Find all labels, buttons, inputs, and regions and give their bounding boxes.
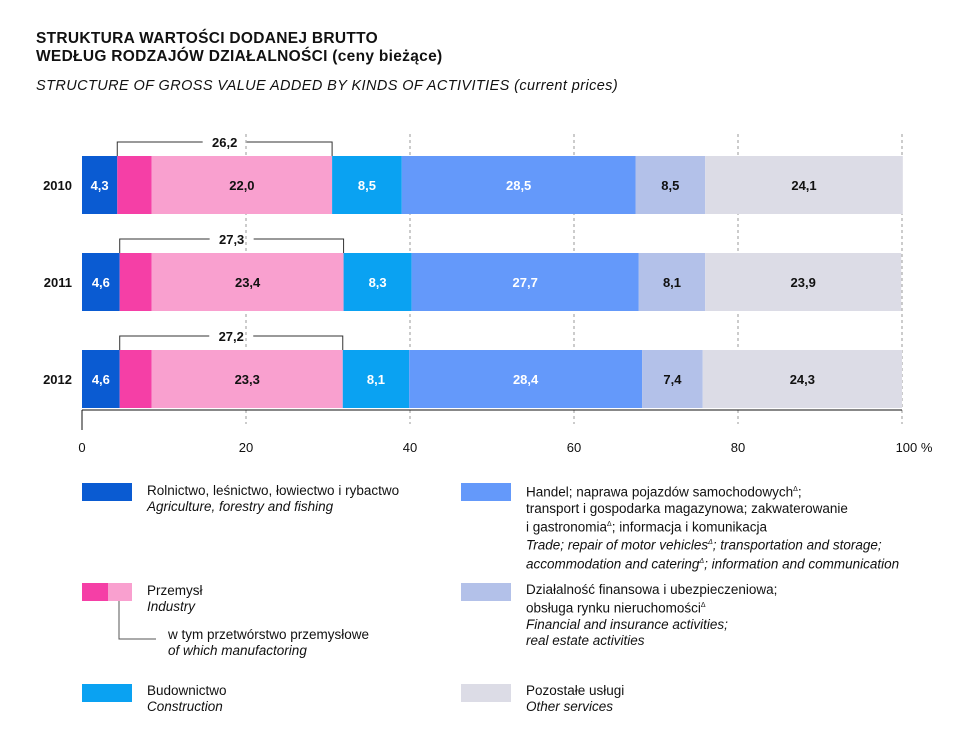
- legend-label-construction-en: Construction: [147, 699, 223, 714]
- legend-item-construction: Budownictwo Construction: [147, 683, 227, 715]
- legend-swatch-industry-other: [82, 583, 108, 601]
- data-label: 28,4: [513, 372, 539, 387]
- bar-segment: [332, 156, 402, 214]
- legend-item-other: Pozostałe usługi Other services: [526, 683, 624, 715]
- bar-segment: [119, 253, 152, 311]
- bar-segment: [151, 253, 344, 311]
- bar-segment: [151, 156, 333, 214]
- data-label: 7,4: [663, 372, 682, 387]
- data-label: 27,7: [513, 275, 538, 290]
- legend-label-agriculture-pl: Rolnictwo, leśnictwo, łowiectwo i rybact…: [147, 483, 400, 498]
- bar-segment: [343, 253, 412, 311]
- legend-label-industry-pl: Przemysł: [147, 583, 203, 598]
- legend-label-finance-en-1: Financial and insurance activities;: [526, 616, 728, 632]
- legend-item-industry: Przemysł Industry: [147, 583, 203, 615]
- legend-label-industry-en: Industry: [147, 599, 196, 614]
- x-tick-label: 40: [403, 440, 417, 455]
- bracket-line: [253, 238, 345, 253]
- industry-total-label: 26,2: [212, 135, 237, 150]
- legend-label-trade-en-1: Trade; repair of motor vehiclesΔ; transp…: [526, 537, 882, 553]
- chart-title-line1: STRUKTURA WARTOŚCI DODANEJ BRUTTO: [36, 30, 379, 47]
- bracket-line: [253, 335, 344, 350]
- bar-segment: [82, 350, 120, 408]
- bar-segment: [705, 253, 902, 311]
- bar-segment: [151, 350, 343, 408]
- bar-segment: [411, 253, 639, 311]
- bar-segment: [702, 350, 902, 408]
- data-label: 8,3: [369, 275, 387, 290]
- bar-segment: [342, 350, 410, 408]
- legend-item-trade: Handel; naprawa pojazdów samochodowychΔ;…: [526, 482, 899, 572]
- bar-segment: [119, 350, 152, 408]
- legend-label-finance-en-2: real estate activities: [526, 632, 645, 648]
- bracket-line: [119, 238, 210, 253]
- data-label: 4,6: [92, 372, 110, 387]
- legend-label-manufacturing-en: of which manufactoring: [168, 643, 307, 658]
- industry-total-label: 27,3: [219, 232, 244, 247]
- data-label: 22,0: [229, 178, 254, 193]
- data-label: 4,3: [91, 178, 109, 193]
- legend-label-other-pl: Pozostałe usługi: [526, 683, 625, 698]
- legend-swatch-agriculture: [82, 483, 132, 501]
- data-label: 23,4: [235, 275, 261, 290]
- legend-label-finance-pl-2: obsługa rynku nieruchomościΔ: [526, 600, 706, 616]
- bar-segment: [638, 253, 706, 311]
- data-label: 8,1: [663, 275, 681, 290]
- data-label: 8,5: [358, 178, 376, 193]
- legend-label-manufacturing-pl: w tym przetwórstwo przemysłowe: [168, 627, 370, 642]
- x-tick-label: 60: [567, 440, 581, 455]
- data-label: 4,6: [92, 275, 110, 290]
- data-label: 24,1: [791, 178, 816, 193]
- category-label: 2012: [43, 372, 72, 387]
- legend-swatch-other: [461, 684, 511, 702]
- legend-item-manufacturing: w tym przetwórstwo przemysłowe of which …: [168, 627, 369, 659]
- stacked-bar-chart: 4,3 22,0 8,5 28,5 8,5 24,1 2010 26,2 4,6 23,4 8,3 2…: [43, 134, 933, 455]
- x-tick-label: 0: [78, 440, 85, 455]
- bar-segment: [82, 156, 118, 214]
- x-tick-label: 20: [239, 440, 253, 455]
- legend-swatch-manufacturing: [108, 583, 132, 601]
- data-label: 23,3: [235, 372, 260, 387]
- bracket-line: [246, 141, 333, 156]
- chart-subtitle: STRUCTURE OF GROSS VALUE ADDED BY KINDS …: [36, 78, 619, 94]
- data-label: 24,3: [790, 372, 815, 387]
- category-label: 2010: [43, 178, 72, 193]
- bar-segment: [635, 156, 706, 214]
- data-label: 8,5: [661, 178, 679, 193]
- legend-label-trade-en-2: accommodation and cateringΔ; information…: [526, 556, 900, 571]
- legend-swatch-trade: [461, 483, 511, 501]
- legend-label-trade-pl-2: transport i gospodarka magazynowa; zakwa…: [526, 500, 848, 516]
- bar-segment: [82, 253, 120, 311]
- legend-label-trade-pl-3: i gastronomiaΔ; informacja i komunikacja: [526, 519, 768, 534]
- data-label: 28,5: [506, 178, 531, 193]
- bar-segment: [401, 156, 636, 214]
- legend-swatch-finance: [461, 583, 511, 601]
- legend-item-finance: Działalność finansowa i ubezpieczeniowa;…: [526, 582, 777, 649]
- bracket-line: [116, 141, 203, 156]
- bracket-line: [119, 335, 210, 350]
- industry-total-label: 27,2: [219, 329, 244, 344]
- bar-segment: [409, 350, 643, 408]
- data-label: 8,1: [367, 372, 385, 387]
- bar-segment: [117, 156, 152, 214]
- legend-manufacturing-connector: [118, 601, 156, 640]
- data-label: 23,9: [791, 275, 816, 290]
- legend-label-construction-pl: Budownictwo: [147, 683, 227, 698]
- bar-segment: [642, 350, 703, 408]
- legend-label-finance-pl-1: Działalność finansowa i ubezpieczeniowa;: [526, 582, 778, 597]
- legend-label-agriculture-en: Agriculture, forestry and fishing: [147, 499, 334, 514]
- x-tick-label: 80: [731, 440, 745, 455]
- chart-title-line2: WEDŁUG RODZAJÓW DZIAŁALNOŚCI (ceny bieżą…: [36, 48, 443, 65]
- category-label: 2011: [44, 275, 72, 290]
- legend-label-trade-pl-1: Handel; naprawa pojazdów samochodowychΔ;: [526, 484, 802, 500]
- x-tick-label: 100 %: [896, 440, 933, 455]
- legend-swatch-construction: [82, 684, 132, 702]
- legend-item-agriculture: Rolnictwo, leśnictwo, łowiectwo i rybact…: [147, 483, 399, 515]
- bar-segment: [705, 156, 903, 214]
- legend-label-other-en: Other services: [526, 699, 614, 714]
